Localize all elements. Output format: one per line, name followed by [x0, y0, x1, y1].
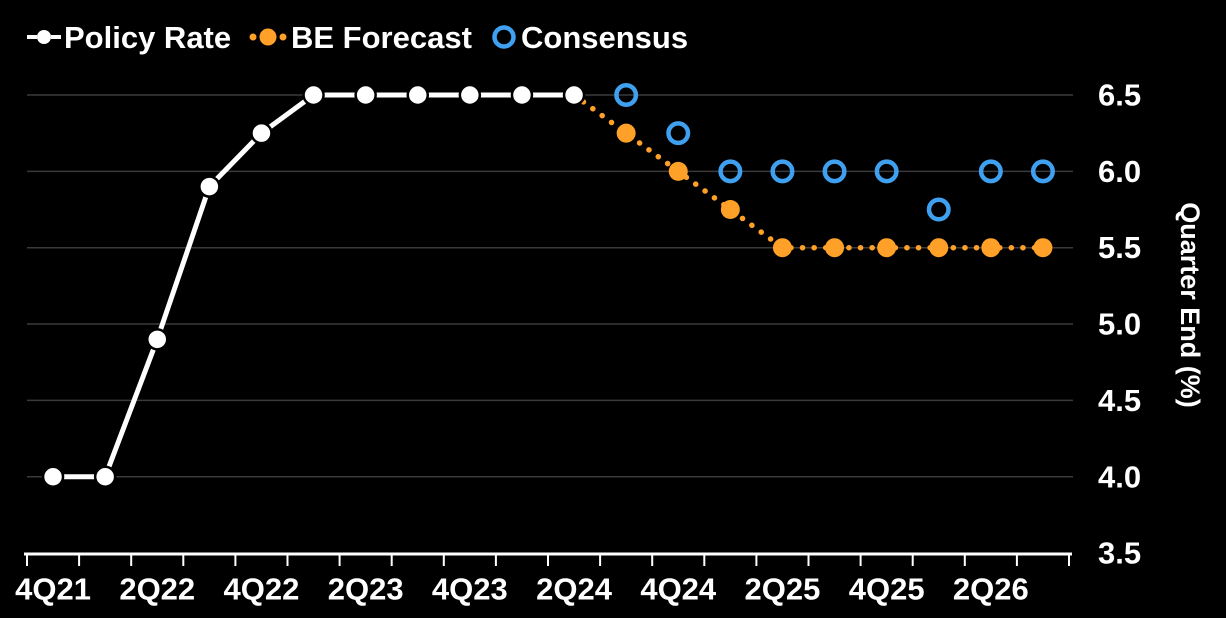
- policy-rate-point: [562, 83, 586, 107]
- x-tick-label: 2Q24: [536, 572, 613, 607]
- legend-item-be-forecast: BE Forecast: [249, 20, 472, 55]
- be-forecast-point: [616, 123, 636, 143]
- consensus-point: [874, 159, 899, 184]
- policy-rate-point: [302, 83, 325, 107]
- consensus-point: [1030, 159, 1055, 184]
- be-forecast-point: [668, 161, 688, 181]
- consensus-point: [614, 83, 639, 107]
- consensus-point: [926, 197, 951, 222]
- consensus-point: [666, 121, 691, 146]
- policy-rate-point: [250, 121, 273, 145]
- policy-rate-marker-icon: [27, 30, 61, 44]
- y-tick-label: 5.0: [1098, 307, 1141, 342]
- legend-item-consensus: Consensus: [492, 20, 688, 55]
- y-tick-label: 4.0: [1098, 459, 1141, 494]
- consensus-point: [978, 159, 1003, 184]
- x-tick-label: 4Q25: [849, 572, 925, 607]
- x-tick-label: 4Q23: [432, 572, 508, 607]
- consensus-marker-icon: [492, 25, 516, 49]
- x-tick-label: 2Q26: [953, 572, 1029, 607]
- plot-area: 4Q21 2Q22 4Q22 2Q23 4Q23 2Q24 4Q24 2Q25 4Q25 2Q26…: [15, 78, 1141, 607]
- consensus-point: [718, 159, 743, 184]
- x-tick-label: 2Q22: [119, 572, 195, 607]
- policy-rate-point: [354, 83, 377, 107]
- x-tick-label: 4Q24: [640, 572, 717, 607]
- y-tick-label: 5.5: [1098, 230, 1141, 265]
- chart-legend: Policy Rate BE Forecast Consensus: [27, 20, 688, 55]
- y-tick-label: 6.0: [1098, 154, 1141, 189]
- policy-rate-point: [198, 175, 221, 198]
- x-tick-label: 4Q22: [224, 572, 300, 607]
- policy-rate-point: [510, 83, 534, 107]
- be-forecast-point: [772, 238, 792, 258]
- y-tick-label: 6.5: [1098, 78, 1141, 113]
- consensus-point: [822, 159, 847, 184]
- x-tick-label: 2Q23: [328, 572, 404, 607]
- be-forecast-point: [825, 238, 845, 258]
- policy-rate-point: [146, 328, 169, 351]
- policy-rate-point: [458, 83, 482, 107]
- policy-rate-point: [406, 83, 429, 107]
- policy-rate-line: [53, 92, 575, 480]
- legend-item-policy-rate: Policy Rate: [27, 20, 231, 55]
- policy-rate-point: [93, 465, 117, 488]
- y-axis-title: Quarter End (%): [1175, 202, 1205, 408]
- legend-label-consensus: Consensus: [521, 20, 688, 55]
- be-forecast-line: [571, 92, 1046, 251]
- y-tick-label: 4.5: [1098, 383, 1141, 418]
- be-forecast-point: [720, 200, 740, 220]
- consensus-point: [770, 159, 795, 184]
- x-tick-label: 2Q25: [745, 572, 821, 607]
- policy-rate-point: [41, 465, 65, 488]
- x-tick-label: 4Q21: [15, 572, 91, 607]
- legend-label-be-forecast: BE Forecast: [291, 20, 472, 55]
- legend-label-policy-rate: Policy Rate: [64, 20, 231, 55]
- be-forecast-point: [929, 238, 949, 258]
- be-forecast-point: [877, 238, 897, 258]
- y-tick-label: 3.5: [1098, 536, 1141, 571]
- be-forecast-point: [1033, 238, 1053, 258]
- be-forecast-point: [981, 238, 1001, 258]
- be-forecast-marker-icon: [249, 28, 287, 46]
